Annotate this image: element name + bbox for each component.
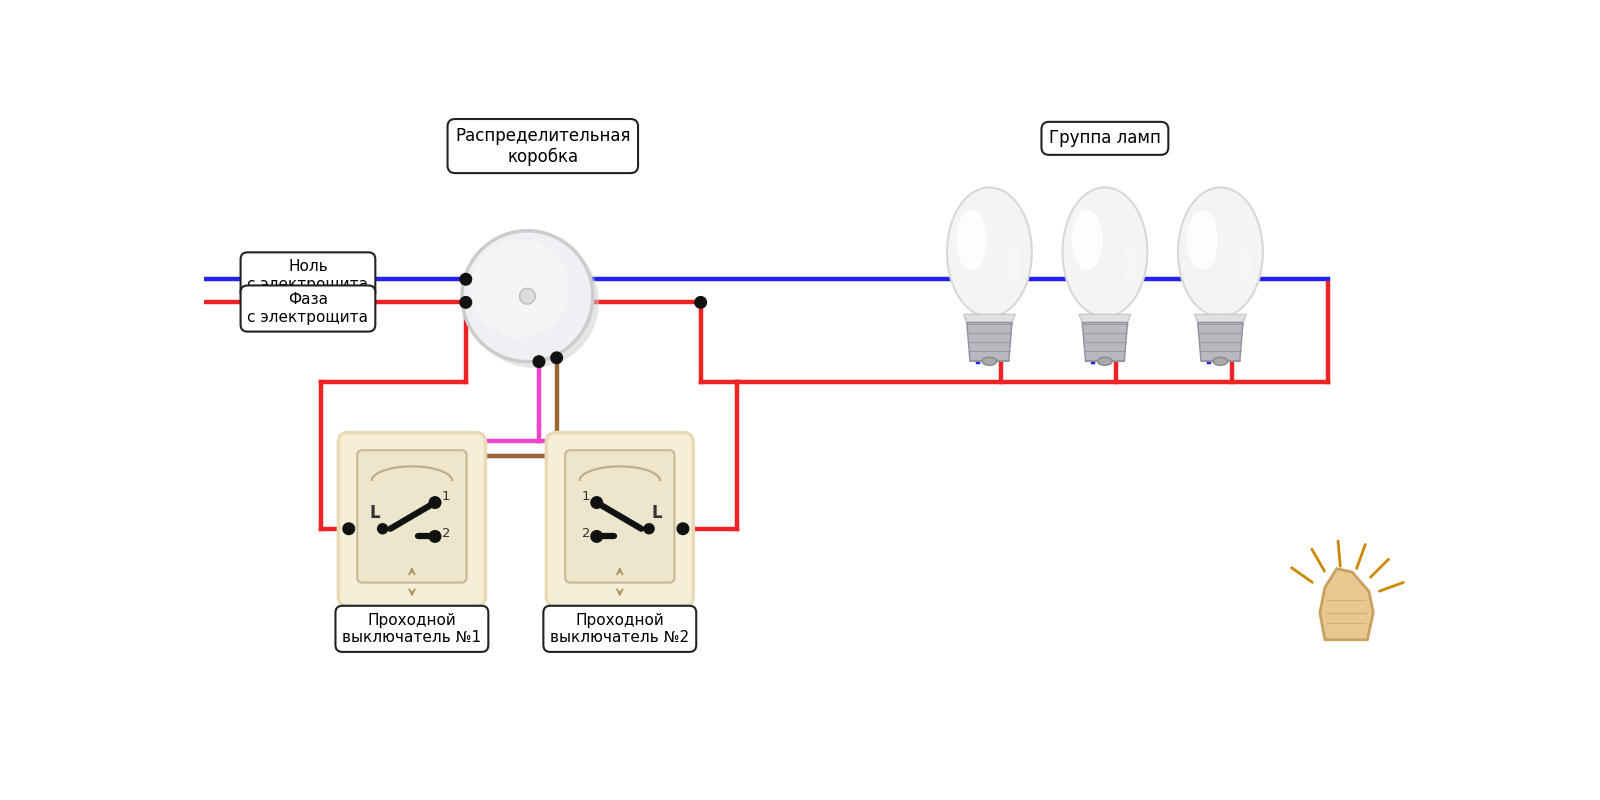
FancyBboxPatch shape — [357, 450, 467, 582]
Circle shape — [592, 498, 602, 507]
Circle shape — [550, 352, 563, 363]
Circle shape — [378, 524, 387, 534]
Circle shape — [430, 531, 440, 542]
Ellipse shape — [957, 210, 987, 270]
Ellipse shape — [1187, 210, 1218, 270]
Circle shape — [645, 524, 654, 534]
Circle shape — [461, 297, 472, 308]
Polygon shape — [1078, 314, 1131, 322]
Circle shape — [469, 237, 598, 368]
Text: 1: 1 — [582, 490, 590, 503]
Circle shape — [677, 523, 688, 534]
Ellipse shape — [1006, 246, 1021, 282]
Circle shape — [470, 239, 568, 338]
Circle shape — [590, 497, 603, 508]
Ellipse shape — [1213, 358, 1227, 366]
Circle shape — [342, 523, 355, 534]
Ellipse shape — [947, 187, 1032, 317]
Circle shape — [694, 297, 707, 308]
Text: 1: 1 — [442, 490, 450, 503]
Circle shape — [533, 356, 544, 367]
Ellipse shape — [982, 358, 997, 366]
Circle shape — [461, 274, 472, 285]
Polygon shape — [1320, 569, 1373, 640]
Circle shape — [429, 530, 440, 542]
Circle shape — [520, 288, 536, 304]
Text: L: L — [370, 504, 381, 522]
Text: Проходной
выключатель №2: Проходной выключатель №2 — [550, 613, 690, 645]
Text: Ноль
с электрощита: Ноль с электрощита — [248, 259, 368, 292]
Text: 2: 2 — [442, 527, 450, 540]
Text: Распределительная
коробка: Распределительная коробка — [454, 126, 630, 166]
Circle shape — [462, 230, 594, 362]
Circle shape — [430, 498, 440, 507]
Polygon shape — [1195, 314, 1246, 322]
Text: Группа ламп: Группа ламп — [1050, 130, 1162, 147]
Ellipse shape — [1178, 187, 1262, 317]
FancyBboxPatch shape — [565, 450, 675, 582]
Circle shape — [590, 530, 603, 542]
Ellipse shape — [1072, 210, 1102, 270]
Ellipse shape — [1122, 246, 1136, 282]
Ellipse shape — [1237, 246, 1251, 282]
Text: 2: 2 — [582, 527, 590, 540]
Text: Проходной
выключатель №1: Проходной выключатель №1 — [342, 613, 482, 645]
Circle shape — [429, 497, 440, 508]
Text: Фаза
с электрощита: Фаза с электрощита — [248, 292, 368, 325]
FancyBboxPatch shape — [338, 433, 485, 606]
Circle shape — [592, 531, 602, 542]
Polygon shape — [1198, 322, 1243, 362]
Polygon shape — [1082, 322, 1128, 362]
Polygon shape — [966, 322, 1013, 362]
FancyBboxPatch shape — [546, 433, 693, 606]
Polygon shape — [963, 314, 1016, 322]
Ellipse shape — [1062, 187, 1147, 317]
Text: L: L — [651, 504, 662, 522]
Ellipse shape — [1098, 358, 1112, 366]
